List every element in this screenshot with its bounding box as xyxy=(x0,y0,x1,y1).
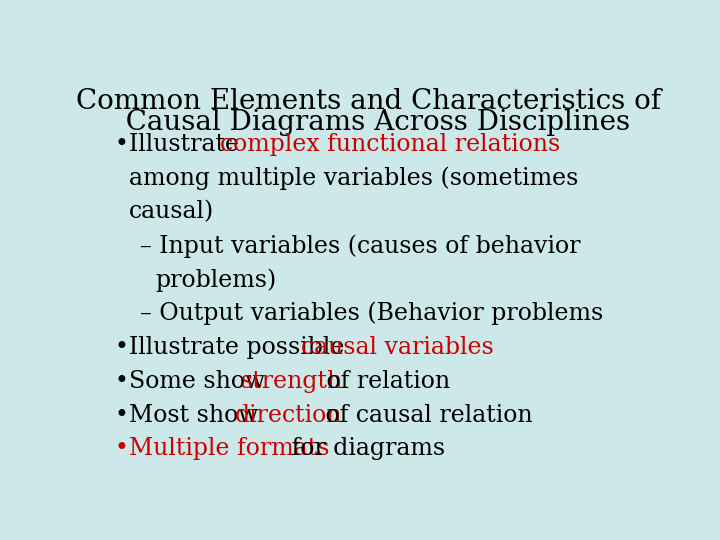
Text: problems): problems) xyxy=(156,268,277,292)
Text: Illustrate: Illustrate xyxy=(129,132,246,156)
Text: •: • xyxy=(114,336,129,359)
Text: Most show: Most show xyxy=(129,403,266,427)
Text: causal): causal) xyxy=(129,200,214,224)
Text: for diagrams: for diagrams xyxy=(284,437,445,461)
Text: causal variables: causal variables xyxy=(302,336,494,359)
Text: •: • xyxy=(114,370,129,393)
Text: of causal relation: of causal relation xyxy=(318,403,533,427)
Text: direction: direction xyxy=(235,403,343,427)
Text: Some show: Some show xyxy=(129,370,272,393)
Text: •: • xyxy=(114,403,129,427)
Text: of relation: of relation xyxy=(320,370,451,393)
Text: •: • xyxy=(114,132,129,156)
Text: Common Elements and Characteristics of: Common Elements and Characteristics of xyxy=(76,88,662,115)
Text: Causal Diagrams Across Disciplines: Causal Diagrams Across Disciplines xyxy=(108,109,630,136)
Text: strength: strength xyxy=(240,370,343,393)
Text: among multiple variables (sometimes: among multiple variables (sometimes xyxy=(129,166,578,190)
Text: complex functional relations: complex functional relations xyxy=(220,132,560,156)
Text: •: • xyxy=(114,437,129,461)
Text: – Input variables (causes of behavior: – Input variables (causes of behavior xyxy=(140,234,581,258)
Text: – Output variables (Behavior problems: – Output variables (Behavior problems xyxy=(140,302,603,326)
Text: Illustrate possible: Illustrate possible xyxy=(129,336,351,359)
Text: Multiple formats: Multiple formats xyxy=(129,437,329,461)
